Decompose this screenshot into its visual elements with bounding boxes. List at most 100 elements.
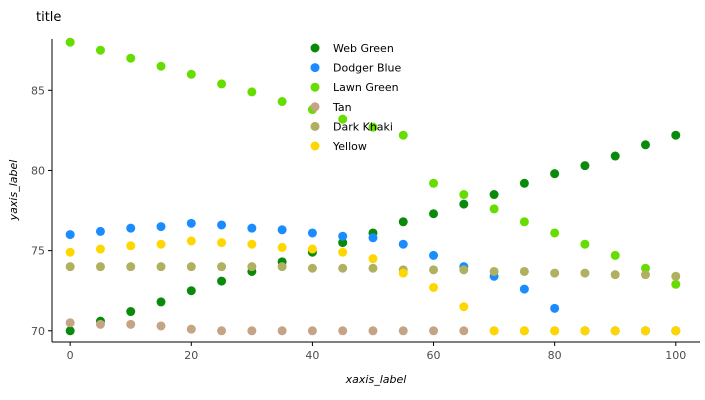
point-dark-khaki <box>307 263 317 273</box>
point-dodger-blue <box>126 223 136 233</box>
point-dark-khaki <box>65 262 75 272</box>
point-dark-khaki <box>610 270 620 280</box>
point-tan <box>277 326 287 336</box>
point-lawn-green <box>640 263 650 273</box>
point-yellow <box>489 326 499 336</box>
legend-swatch-dodger-blue <box>310 63 320 73</box>
point-yellow <box>580 326 590 336</box>
point-yellow <box>338 247 348 257</box>
point-lawn-green <box>398 130 408 140</box>
point-lawn-green <box>610 250 620 260</box>
point-dark-khaki <box>217 262 227 272</box>
legend-swatch-tan <box>310 102 320 112</box>
point-tan <box>368 326 378 336</box>
point-dark-khaki <box>247 262 257 272</box>
point-dodger-blue <box>338 231 348 241</box>
point-dark-khaki <box>338 263 348 273</box>
point-tan <box>429 326 439 336</box>
point-yellow <box>368 254 378 264</box>
point-dark-khaki <box>95 262 105 272</box>
y-tick-label: 85 <box>31 84 45 97</box>
point-yellow <box>640 326 650 336</box>
point-web-green <box>519 178 529 188</box>
point-yellow <box>277 242 287 252</box>
point-tan <box>186 324 196 334</box>
x-axis-title: xaxis_label <box>345 373 407 386</box>
point-yellow <box>429 282 439 292</box>
x-tick-label: 20 <box>184 349 198 362</box>
legend-label-tan: Tan <box>332 101 352 114</box>
point-dodger-blue <box>277 225 287 235</box>
x-axis-ticks: 0 20 40 60 80 100 <box>67 342 686 362</box>
point-dodger-blue <box>398 239 408 249</box>
point-lawn-green <box>368 122 378 132</box>
point-yellow <box>95 244 105 254</box>
point-lawn-green <box>126 53 136 63</box>
point-dodger-blue <box>429 250 439 260</box>
x-tick-label: 100 <box>665 349 686 362</box>
series-lawn-green <box>65 37 681 289</box>
point-web-green <box>156 297 166 307</box>
x-tick-label: 0 <box>67 349 74 362</box>
point-web-green <box>338 238 348 248</box>
point-lawn-green <box>247 87 257 97</box>
point-tan <box>398 326 408 336</box>
legend-label-yellow: Yellow <box>332 140 367 153</box>
legend-swatch-web-green <box>310 43 320 53</box>
legend-label-dodger-blue: Dodger Blue <box>333 62 402 75</box>
y-axis-ticks: 70 75 80 85 <box>31 84 52 338</box>
point-dodger-blue <box>186 218 196 228</box>
point-lawn-green <box>156 61 166 71</box>
point-web-green <box>217 276 227 286</box>
point-yellow <box>186 236 196 246</box>
point-dodger-blue <box>519 284 529 294</box>
point-dodger-blue <box>65 230 75 240</box>
point-dark-khaki <box>277 262 287 272</box>
point-web-green <box>398 217 408 227</box>
point-lawn-green <box>186 69 196 79</box>
point-lawn-green <box>459 190 469 200</box>
y-tick-label: 80 <box>31 164 45 177</box>
point-dodger-blue <box>247 223 257 233</box>
point-dark-khaki <box>550 268 560 278</box>
legend-label-lawn-green: Lawn Green <box>333 81 399 94</box>
point-lawn-green <box>580 239 590 249</box>
point-dark-khaki <box>156 262 166 272</box>
point-web-green <box>550 169 560 179</box>
point-dark-khaki <box>126 262 136 272</box>
x-tick-label: 80 <box>548 349 562 362</box>
legend-swatch-lawn-green <box>310 82 320 92</box>
y-tick-label: 75 <box>31 245 45 258</box>
point-yellow <box>610 326 620 336</box>
point-yellow <box>156 239 166 249</box>
point-yellow <box>307 244 317 254</box>
point-tan <box>156 321 166 331</box>
point-yellow <box>247 239 257 249</box>
point-web-green <box>126 307 136 317</box>
point-dodger-blue <box>550 303 560 313</box>
point-tan <box>126 319 136 329</box>
point-yellow <box>65 247 75 257</box>
point-dark-khaki <box>429 265 439 275</box>
legend-swatch-yellow <box>310 141 320 151</box>
point-web-green <box>186 286 196 296</box>
point-lawn-green <box>338 114 348 124</box>
point-lawn-green <box>489 204 499 214</box>
series-web-green <box>65 130 681 336</box>
point-tan <box>307 326 317 336</box>
point-lawn-green <box>217 79 227 89</box>
point-yellow <box>459 302 469 312</box>
point-yellow <box>519 326 529 336</box>
point-web-green <box>489 190 499 200</box>
y-axis-title: yaxis_label <box>7 160 20 222</box>
point-yellow <box>550 326 560 336</box>
point-dark-khaki <box>459 265 469 275</box>
point-yellow <box>398 268 408 278</box>
point-tan <box>95 319 105 329</box>
point-lawn-green <box>95 45 105 55</box>
x-tick-label: 60 <box>427 349 441 362</box>
point-dodger-blue <box>156 222 166 232</box>
point-lawn-green <box>671 279 681 289</box>
point-tan <box>217 326 227 336</box>
